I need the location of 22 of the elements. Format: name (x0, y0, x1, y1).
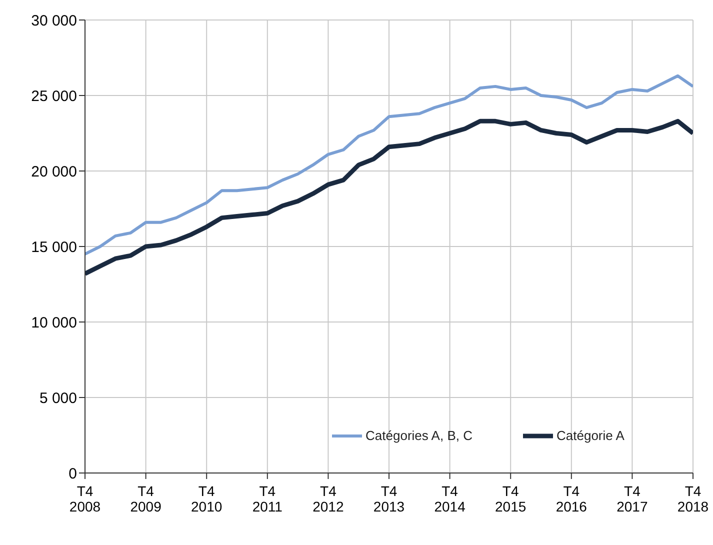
y-tick-label: 0 (68, 465, 77, 482)
x-tick-label: T4 2009 (130, 483, 162, 515)
x-tick-label: T4 2008 (69, 483, 101, 515)
y-tick-label: 15 000 (31, 238, 77, 256)
x-tick-label: T4 2016 (556, 483, 588, 515)
y-tick-label: 5 000 (39, 390, 77, 407)
x-tick-label: T4 2018 (677, 483, 709, 515)
y-tick-label: 10 000 (31, 314, 77, 332)
x-tick-label: T4 2012 (312, 483, 344, 515)
line-series (85, 74, 693, 256)
x-tick-label: T4 2013 (373, 483, 405, 515)
x-tick-label: T4 2010 (191, 483, 222, 515)
legend-label: Catégorie A (556, 428, 624, 443)
x-tick-label: T4 2017 (616, 483, 648, 515)
legend-label: Catégories A, B, C (364, 428, 472, 443)
y-tick-label: 30 000 (31, 12, 77, 30)
line-series (85, 118, 693, 276)
x-tick-label: T4 2015 (495, 483, 526, 515)
x-tick-label: T4 2014 (434, 483, 466, 515)
y-tick-label: 20 000 (31, 163, 77, 180)
y-tick-label: 25 000 (31, 88, 77, 105)
x-tick-label: T4 2011 (252, 483, 283, 515)
